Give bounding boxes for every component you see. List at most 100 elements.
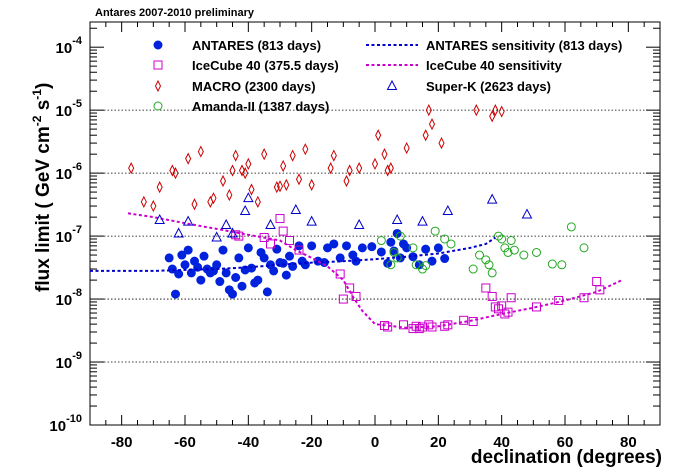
data-point <box>442 204 454 216</box>
data-point <box>519 250 529 260</box>
data-point <box>231 230 241 240</box>
data-point <box>154 213 165 225</box>
legend-label: MACRO (2300 days) <box>192 79 316 94</box>
y-tick-label: 10-10 <box>49 413 82 435</box>
legend-marker <box>153 101 163 111</box>
data-point <box>521 208 533 219</box>
data-point <box>329 239 339 249</box>
data-point <box>371 157 379 171</box>
legend-label: IceCube 40 (375.5 days) <box>192 58 339 73</box>
data-point <box>177 250 187 260</box>
x-tick-label: 0 <box>371 434 379 451</box>
data-point <box>172 167 179 180</box>
x-tick-label: -80 <box>111 434 133 451</box>
data-point <box>232 149 239 162</box>
data-point <box>376 247 386 257</box>
data-point <box>487 268 497 278</box>
data-point <box>375 129 382 142</box>
data-point <box>433 243 443 253</box>
y-axis-title-sup1: -2 <box>30 115 44 126</box>
legend-label: Amanda-II (1387 days) <box>192 99 329 114</box>
data-point <box>278 226 288 236</box>
data-point <box>408 243 418 253</box>
data-point <box>199 251 209 261</box>
data-point <box>411 321 421 331</box>
data-point <box>498 105 505 118</box>
legend-marker <box>154 79 162 93</box>
y-tick-base: 10 <box>56 355 73 372</box>
data-point <box>174 269 184 279</box>
data-point <box>306 215 317 226</box>
data-point <box>238 164 246 177</box>
x-tick-label: -60 <box>174 434 196 451</box>
data-point <box>210 192 217 205</box>
data-point <box>506 293 516 303</box>
data-point <box>273 180 280 194</box>
data-point <box>473 104 480 117</box>
data-point <box>391 213 403 225</box>
grid-lines <box>90 109 660 363</box>
data-point <box>422 129 429 142</box>
series-3 <box>376 222 589 278</box>
legend-item: IceCube 40 (375.5 days) <box>153 58 339 73</box>
y-axis-title-sup2: -1 <box>30 89 44 100</box>
y-tick-label: 10-4 <box>56 35 83 57</box>
data-point <box>414 324 424 334</box>
data-point <box>191 198 198 211</box>
series-6 <box>154 192 533 242</box>
data-point <box>285 251 294 261</box>
y-tick-label: 10-9 <box>56 350 82 372</box>
legend-item: MACRO (2300 days) <box>154 79 316 94</box>
data-point <box>278 258 288 268</box>
x-tick-label: 60 <box>557 434 574 451</box>
data-point <box>215 277 225 287</box>
legend-label: IceCube 40 sensitivity <box>426 58 563 73</box>
plot-frame <box>89 21 661 426</box>
data-point <box>276 180 284 193</box>
data-point <box>275 214 285 224</box>
data-point <box>308 178 315 192</box>
series-5 <box>127 212 623 329</box>
x-tick-label: 40 <box>493 434 510 451</box>
y-tick-label: 10-7 <box>56 224 82 246</box>
data-point <box>486 193 498 204</box>
data-point <box>164 253 174 263</box>
data-point <box>481 283 491 293</box>
legend-item: IceCube 40 sensitivity <box>366 58 563 73</box>
data-point <box>353 218 365 230</box>
data-point <box>290 203 302 214</box>
data-point <box>376 236 386 246</box>
data-point <box>285 236 294 246</box>
data-point <box>595 285 605 295</box>
data-point <box>228 289 237 299</box>
data-point <box>243 192 254 203</box>
data-point <box>239 204 251 216</box>
data-point <box>280 159 287 173</box>
y-tick-exponent: -4 <box>72 35 83 47</box>
data-point <box>489 110 496 123</box>
data-point <box>430 226 440 236</box>
data-point <box>254 195 261 208</box>
data-point <box>261 148 268 161</box>
data-point <box>128 162 135 175</box>
data-point <box>323 243 332 253</box>
data-point <box>220 218 232 230</box>
y-tick-label: 10-8 <box>56 287 82 309</box>
y-tick-base: 10 <box>56 292 73 309</box>
data-point <box>343 174 350 188</box>
data-point <box>150 199 157 213</box>
legend-marker <box>386 79 398 90</box>
data-point <box>248 183 255 196</box>
data-point <box>283 178 290 192</box>
series-4 <box>90 236 496 272</box>
y-tick-exponent: -10 <box>66 413 82 425</box>
data-point <box>557 260 567 270</box>
data-point <box>494 304 503 314</box>
data-point <box>417 215 428 226</box>
data-point <box>262 287 272 297</box>
y-tick-base: 10 <box>56 40 73 57</box>
y-tick-label: 10-5 <box>56 98 82 120</box>
data-point <box>468 264 478 274</box>
data-point <box>253 275 263 285</box>
